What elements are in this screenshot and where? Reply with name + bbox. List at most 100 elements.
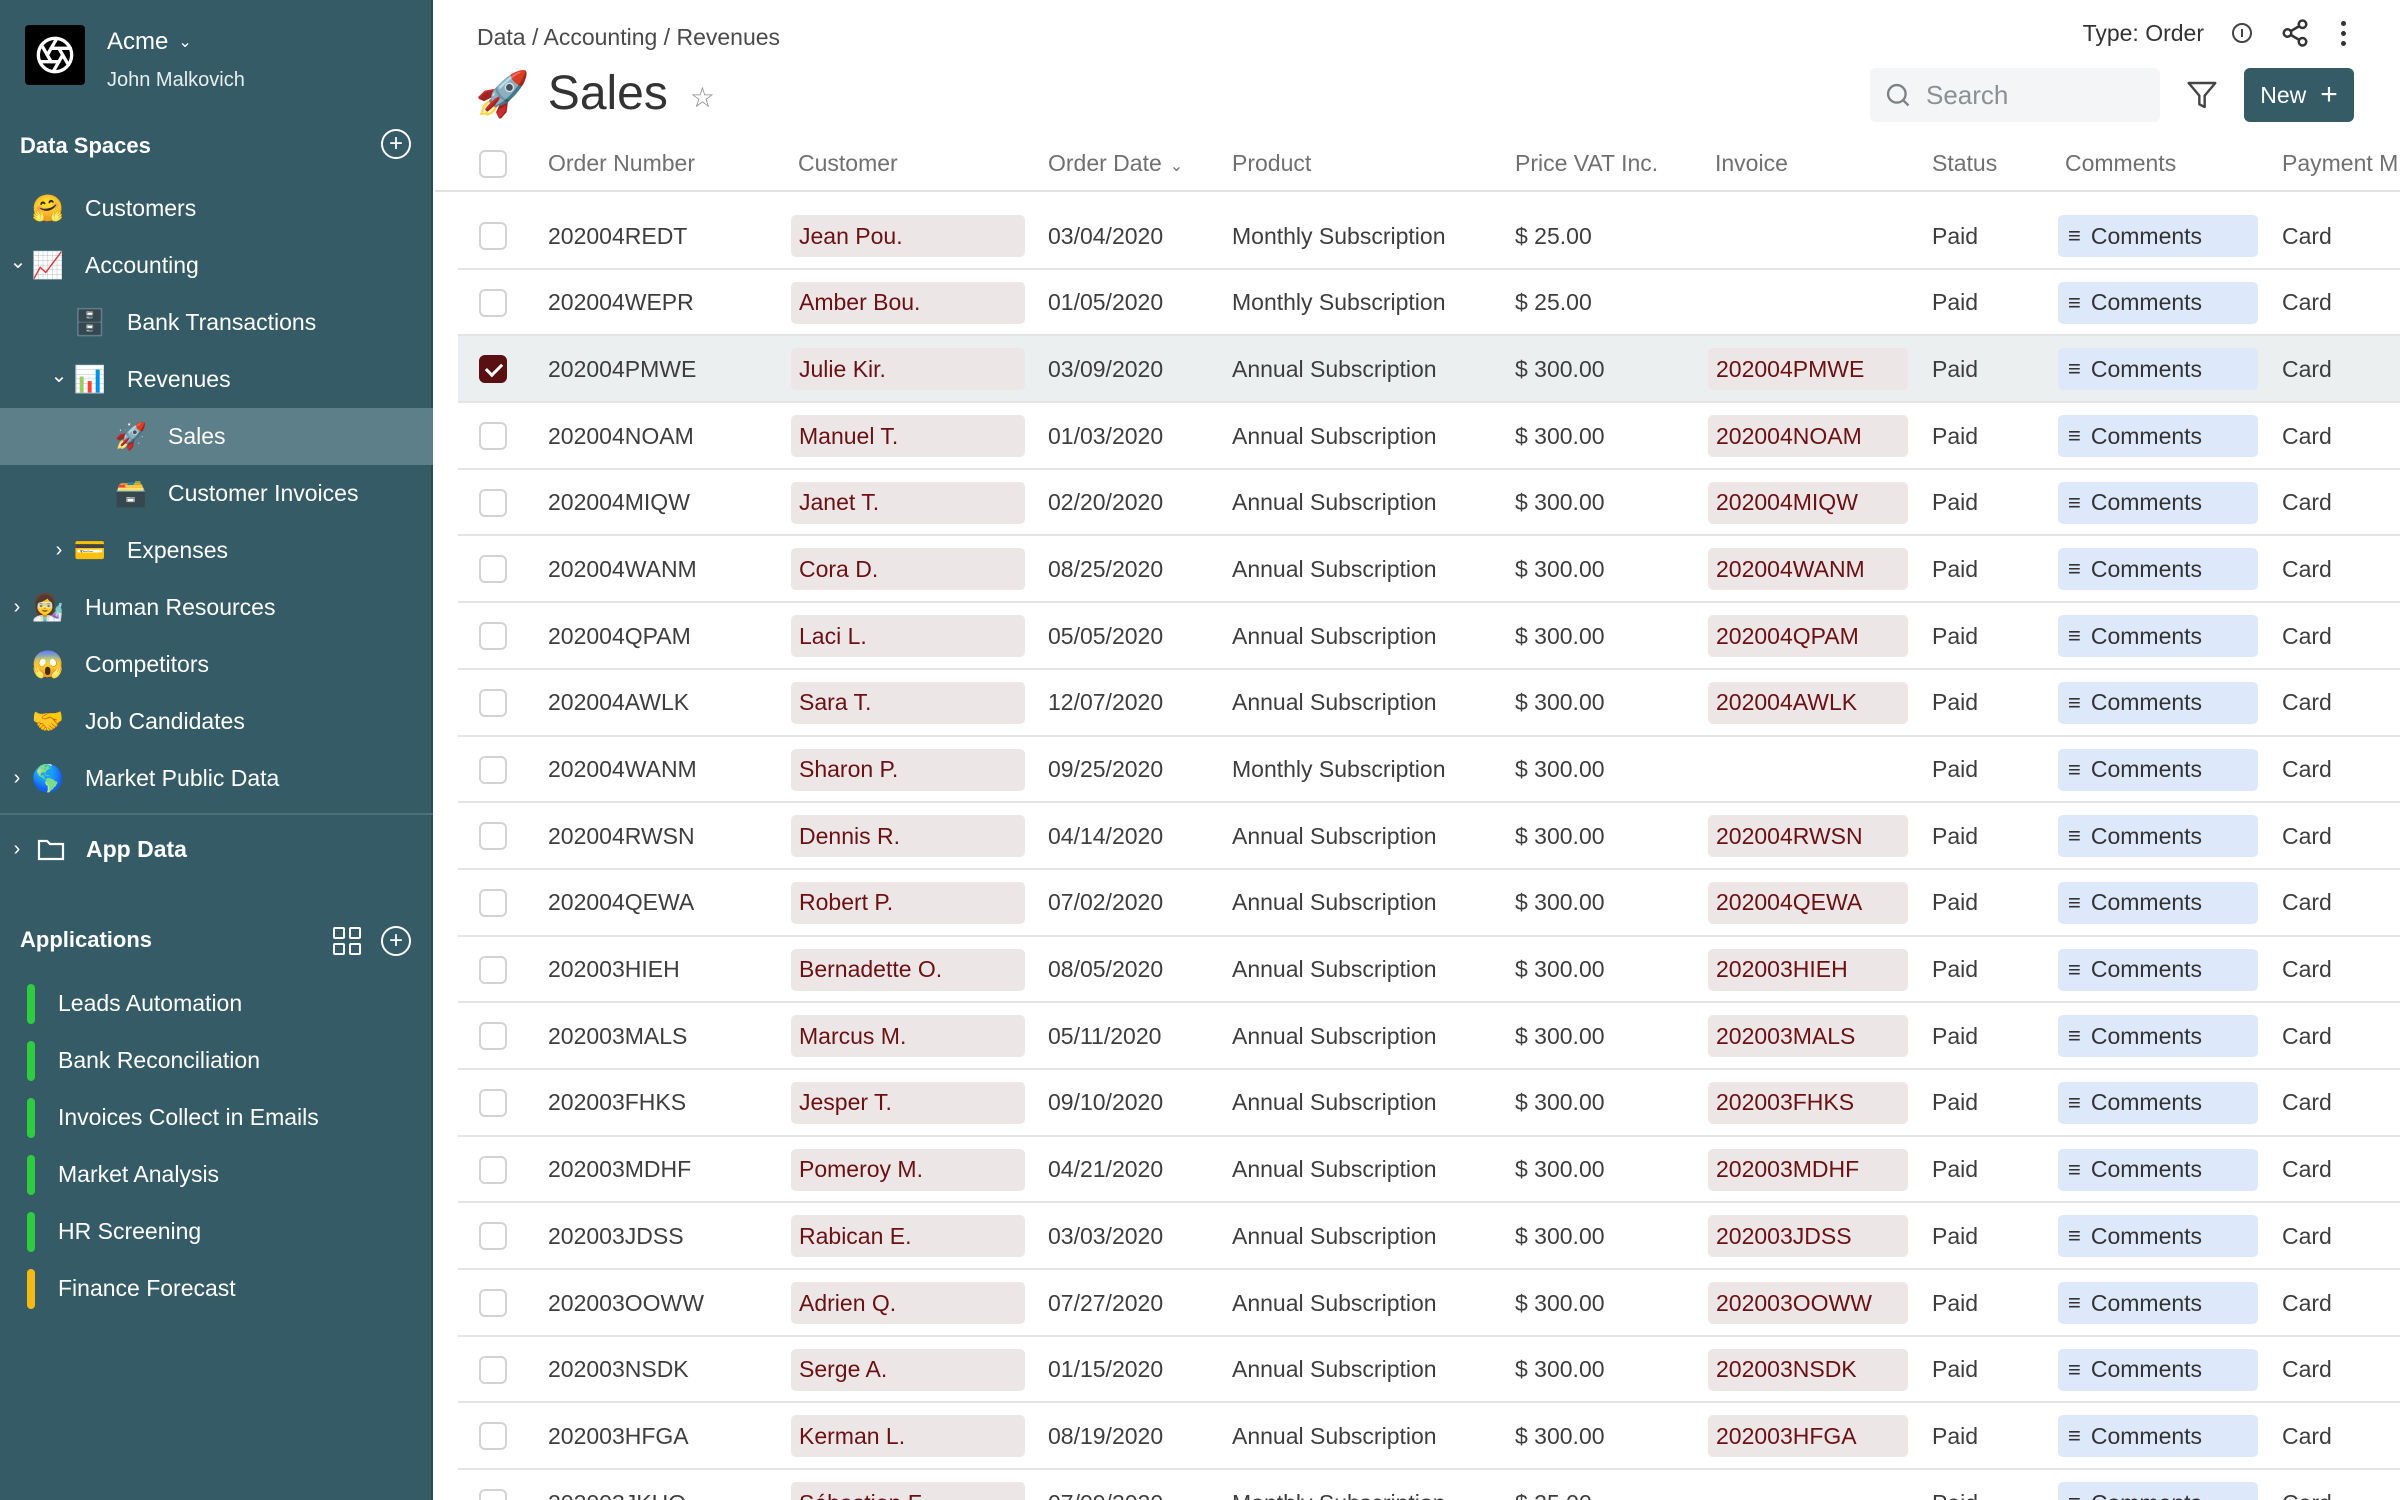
column-header-status[interactable]: Status (1932, 150, 1998, 176)
row-checkbox[interactable] (479, 222, 507, 250)
row-checkbox[interactable] (479, 1222, 507, 1251)
column-header-order-number[interactable]: Order Number (548, 150, 695, 176)
invoice-link[interactable]: 202003FHKS (1708, 1081, 1908, 1124)
sidebar-item-accounting[interactable]: ⌄ 📈 Accounting (0, 237, 433, 294)
customer-link[interactable]: Amber Bou. (791, 281, 1025, 324)
row-checkbox[interactable] (479, 1155, 507, 1184)
search-input[interactable] (1926, 79, 2146, 111)
table-row[interactable]: 202003HFGA Kerman L. 08/19/2020 Annual S… (458, 1403, 2400, 1471)
table-row[interactable]: 202004MIQW Janet T. 02/20/2020 Annual Su… (458, 470, 2400, 537)
chevron-right-icon[interactable]: › (13, 767, 21, 789)
table-row[interactable]: 202003MALS Marcus M. 05/11/2020 Annual S… (458, 1003, 2400, 1070)
customer-link[interactable]: Sara T. (791, 681, 1025, 724)
row-checkbox[interactable] (479, 1022, 507, 1051)
chevron-down-icon[interactable]: ⌄ (9, 251, 27, 273)
table-row[interactable]: 202004WEPR Amber Bou. 01/05/2020 Monthly… (458, 270, 2400, 337)
sidebar-item-human-resources[interactable]: › 👩‍🔬 Human Resources (0, 579, 433, 636)
table-row[interactable]: 202003JDSS Rabican E. 03/03/2020 Annual … (458, 1203, 2400, 1270)
comments-button[interactable]: ≡ Comments (2058, 415, 2258, 458)
customer-link[interactable]: Manuel T. (791, 415, 1025, 458)
comments-button[interactable]: ≡ Comments (2058, 348, 2258, 391)
sidebar-item-market-public-data[interactable]: › 🌎 Market Public Data (0, 750, 433, 807)
row-checkbox[interactable] (479, 955, 507, 984)
sidebar-item-bank-transactions[interactable]: 🗄️ Bank Transactions (0, 294, 433, 351)
invoice-link[interactable]: 202004PMWE (1708, 348, 1908, 391)
chevron-right-icon[interactable]: › (13, 596, 21, 618)
invoice-link[interactable]: 202003HFGA (1708, 1415, 1908, 1458)
customer-link[interactable]: Cora D. (791, 548, 1025, 591)
comments-button[interactable]: ≡ Comments (2058, 681, 2258, 724)
comments-button[interactable]: ≡ Comments (2058, 615, 2258, 658)
add-application-button[interactable]: + (381, 926, 411, 956)
app-item-finance-forecast[interactable]: Finance Forecast (0, 1260, 433, 1317)
comments-button[interactable]: ≡ Comments (2058, 1348, 2258, 1391)
table-row[interactable]: 202003HIEH Bernadette O. 08/05/2020 Annu… (458, 937, 2400, 1004)
row-checkbox[interactable] (479, 688, 507, 717)
row-checkbox[interactable] (479, 1355, 507, 1384)
row-checkbox[interactable] (479, 1489, 507, 1500)
star-icon[interactable]: ☆ (689, 82, 715, 113)
customer-link[interactable]: Marcus M. (791, 1015, 1025, 1058)
app-item-hr-screening[interactable]: HR Screening (0, 1203, 433, 1260)
table-row[interactable]: 202003JKHO Sébastien F. 07/09/2020 Month… (458, 1470, 2400, 1500)
customer-link[interactable]: Jean Pou. (791, 215, 1025, 257)
app-item-leads-automation[interactable]: Leads Automation (0, 975, 433, 1032)
table-row[interactable]: 202004WANM Cora D. 08/25/2020 Annual Sub… (458, 536, 2400, 604)
comments-button[interactable]: ≡ Comments (2058, 481, 2258, 524)
customer-link[interactable]: Dennis R. (791, 815, 1025, 858)
app-item-invoices-collect[interactable]: Invoices Collect in Emails (0, 1089, 433, 1146)
app-item-market-analysis[interactable]: Market Analysis (0, 1146, 433, 1203)
column-header-order-date[interactable]: Order Date ⌄ (1048, 150, 1183, 177)
comments-button[interactable]: ≡ Comments (2058, 748, 2258, 791)
customer-link[interactable]: Bernadette O. (791, 948, 1025, 991)
customer-link[interactable]: Julie Kir. (791, 348, 1025, 391)
invoice-link[interactable]: 202004WANM (1708, 548, 1908, 591)
table-row[interactable]: 202004REDT Jean Pou. 03/04/2020 Monthly … (458, 203, 2400, 270)
invoice-link[interactable]: 202003JDSS (1708, 1215, 1908, 1258)
invoice-link[interactable]: 202003MALS (1708, 1015, 1908, 1058)
column-header-product[interactable]: Product (1232, 150, 1312, 176)
invoice-link[interactable]: 202004QPAM (1708, 615, 1908, 658)
customer-link[interactable]: Robert P. (791, 881, 1025, 924)
chevron-right-icon[interactable]: › (13, 838, 21, 860)
invoice-link[interactable]: 202003NSDK (1708, 1348, 1908, 1391)
row-checkbox[interactable] (479, 555, 507, 584)
invoice-link[interactable]: 202003OOWW (1708, 1282, 1908, 1324)
row-checkbox[interactable] (479, 355, 507, 384)
comments-button[interactable]: ≡ Comments (2058, 815, 2258, 858)
row-checkbox[interactable] (479, 1289, 507, 1317)
column-header-customer[interactable]: Customer (798, 150, 898, 176)
invoice-link[interactable]: 202003MDHF (1708, 1148, 1908, 1191)
customer-link[interactable]: Serge A. (791, 1348, 1025, 1391)
chevron-right-icon[interactable]: › (55, 539, 63, 561)
comments-button[interactable]: ≡ Comments (2058, 281, 2258, 324)
comments-button[interactable]: ≡ Comments (2058, 1482, 2258, 1500)
comments-button[interactable]: ≡ Comments (2058, 1148, 2258, 1191)
invoice-link[interactable]: 202004AWLK (1708, 681, 1908, 724)
add-data-space-button[interactable]: + (381, 129, 411, 159)
comments-button[interactable]: ≡ Comments (2058, 548, 2258, 591)
comments-button[interactable]: ≡ Comments (2058, 1415, 2258, 1458)
column-header-comments[interactable]: Comments (2065, 150, 2177, 176)
customer-link[interactable]: Laci L. (791, 615, 1025, 658)
comments-button[interactable]: ≡ Comments (2058, 1081, 2258, 1124)
row-checkbox[interactable] (479, 488, 507, 517)
customer-link[interactable]: Adrien Q. (791, 1282, 1025, 1324)
row-checkbox[interactable] (479, 755, 507, 784)
invoice-link[interactable]: 202004NOAM (1708, 415, 1908, 458)
sort-descending-icon[interactable]: ⌄ (1169, 158, 1184, 175)
comments-button[interactable]: ≡ Comments (2058, 881, 2258, 924)
table-row[interactable]: 202004QPAM Laci L. 05/05/2020 Annual Sub… (458, 603, 2400, 670)
invoice-link[interactable]: 202003HIEH (1708, 948, 1908, 991)
table-row[interactable]: 202004PMWE Julie Kir. 03/09/2020 Annual … (458, 336, 2400, 404)
sidebar-item-competitors[interactable]: 😱 Competitors (0, 636, 433, 693)
table-row[interactable]: 202004QEWA Robert P. 07/02/2020 Annual S… (458, 870, 2400, 937)
row-checkbox[interactable] (479, 622, 507, 651)
customer-link[interactable]: Sharon P. (791, 748, 1025, 791)
table-row[interactable]: 202004NOAM Manuel T. 01/03/2020 Annual S… (458, 403, 2400, 470)
comments-button[interactable]: ≡ Comments (2058, 215, 2258, 257)
comments-button[interactable]: ≡ Comments (2058, 1215, 2258, 1258)
row-checkbox[interactable] (479, 1422, 507, 1451)
table-row[interactable]: 202004RWSN Dennis R. 04/14/2020 Annual S… (458, 803, 2400, 870)
workspace-switcher[interactable]: Acme ⌄ John Malkovich (25, 25, 245, 92)
